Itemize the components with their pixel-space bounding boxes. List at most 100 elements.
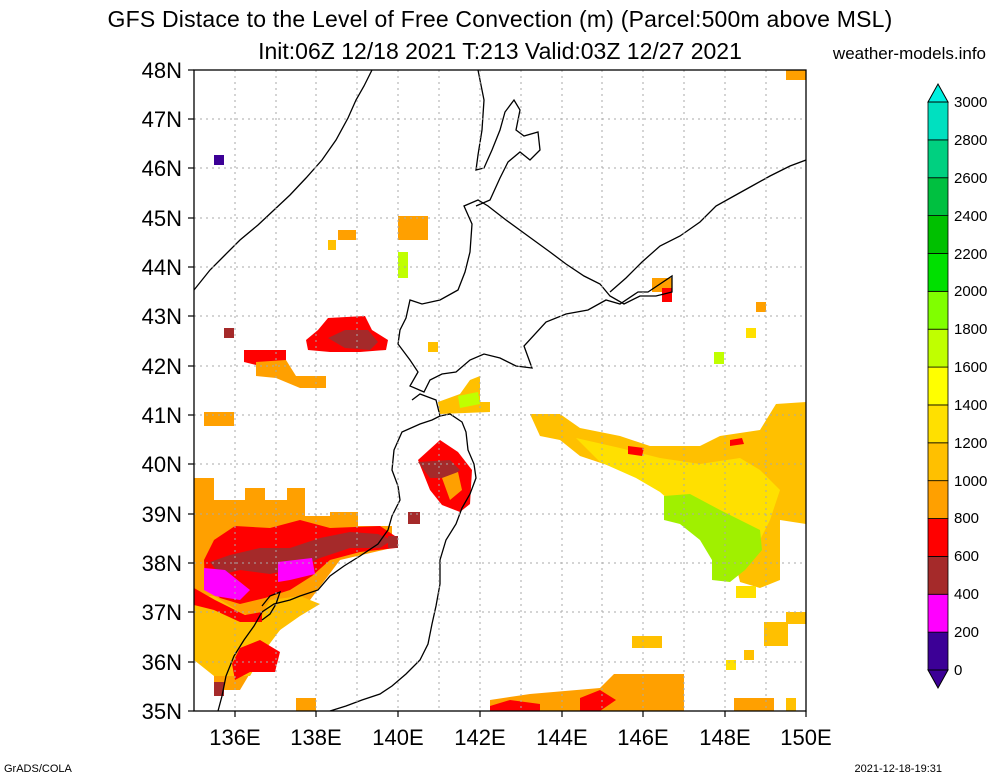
site-credit: weather-models.info (832, 44, 986, 63)
field-region-pacific-red (628, 446, 644, 456)
field-cell (764, 622, 788, 646)
chart-subtitle: Init:06Z 12/18 2021 T:213 Valid:03Z 12/2… (258, 38, 742, 64)
field-cell (388, 536, 398, 548)
software-credit: GrADS/COLA (4, 763, 72, 775)
field-cell (746, 328, 756, 338)
colorbar-label: 2800 (954, 132, 987, 149)
coastline-honshu (217, 393, 441, 711)
lon-label: 144E (536, 725, 587, 750)
field-cell (726, 660, 736, 670)
colorbar-label: 1400 (954, 397, 987, 414)
coastline-sakhalin (475, 70, 541, 207)
lat-label: 42N (142, 354, 182, 379)
colorbar-segment (927, 215, 949, 254)
field-cell (736, 586, 756, 598)
lat-label: 45N (142, 206, 182, 231)
colorbar-label: 200 (954, 624, 979, 641)
colorbar-segment (927, 253, 949, 292)
colorbar-segment (927, 366, 949, 406)
field-cell (398, 252, 408, 278)
field-region-pacific-red2 (730, 438, 744, 446)
field-cell (214, 682, 224, 696)
field-cell (734, 698, 774, 711)
colorbar: 0 200 400 600 800 1000 1200 1400 1600 18… (927, 82, 987, 690)
coastline-honshu-east (329, 413, 477, 711)
field-region-sw-brown (210, 532, 392, 575)
field-cell (408, 512, 420, 524)
field-cell (744, 650, 754, 660)
colorbar-label: 2000 (954, 283, 987, 300)
coastline-asia (194, 70, 373, 291)
colorbar-label: 1200 (954, 435, 987, 452)
colorbar-labels: 0 200 400 600 800 1000 1200 1400 1600 18… (954, 94, 987, 679)
chart-title: GFS Distace to the Level of Free Convect… (107, 6, 893, 32)
lat-label: 39N (142, 502, 182, 527)
coastline-noto (261, 590, 282, 621)
graticule (194, 70, 806, 711)
colorbar-segment (927, 290, 949, 330)
colorbar-bottom-arrow (927, 669, 949, 690)
colorbar-top-arrow (927, 82, 949, 103)
field-cell (632, 636, 662, 648)
colorbar-label: 1800 (954, 321, 987, 338)
lon-labels: 136E 138E 140E 142E 144E 146E 148E 150E (209, 725, 831, 750)
field-cell (398, 216, 428, 240)
field-region-south-red2 (580, 690, 616, 711)
field-cell (786, 612, 806, 624)
field-cell (224, 328, 234, 338)
lat-label: 36N (142, 650, 182, 675)
lon-label: 136E (209, 725, 260, 750)
lat-label: 47N (142, 107, 182, 132)
lat-labels: 35N 36N 37N 38N 39N 40N 41N 42N 43N 44N … (142, 58, 182, 724)
field-region-south-red (490, 700, 540, 711)
colorbar-label: 2400 (954, 208, 987, 225)
lat-label: 46N (142, 156, 182, 181)
field-cell (756, 302, 766, 312)
colorbar-segment (927, 556, 949, 595)
colorbar-segment (927, 518, 949, 557)
field-region-tohoku-orange (442, 472, 462, 500)
field-cell (714, 352, 724, 364)
field-region-nw-orange (256, 360, 326, 388)
lon-label: 138E (290, 725, 341, 750)
colorbar-segments (927, 101, 949, 671)
colorbar-label: 1600 (954, 359, 987, 376)
coastline-hokkaido (397, 199, 673, 393)
field-region-pacific-green (664, 494, 762, 582)
field-region-coast-red (194, 588, 262, 622)
colorbar-label: 400 (954, 586, 979, 603)
colorbar-segment (927, 328, 949, 368)
lat-label: 40N (142, 452, 182, 477)
generated-timestamp: 2021-12-18-19:31 (854, 763, 942, 775)
lat-label: 43N (142, 304, 182, 329)
lat-label: 38N (142, 551, 182, 576)
colorbar-segment (927, 404, 949, 444)
field-region-hokkaido-brown (328, 330, 378, 350)
field-cell (428, 342, 438, 352)
field-cell (338, 230, 356, 240)
lat-label: 44N (142, 255, 182, 280)
lat-label: 48N (142, 58, 182, 83)
coastline-kurils (609, 159, 806, 293)
colorbar-label: 0 (954, 662, 962, 679)
lat-label: 35N (142, 699, 182, 724)
field-cell (204, 412, 234, 426)
lat-label: 37N (142, 600, 182, 625)
lon-label: 146E (617, 725, 668, 750)
colorbar-segment (927, 593, 949, 633)
field-cell (662, 288, 672, 302)
colorbar-label: 2600 (954, 170, 987, 187)
field-region-sw-magenta (204, 568, 250, 600)
lon-label: 142E (454, 725, 505, 750)
field-region-coast-yellow (194, 596, 320, 676)
colorbar-segment (927, 101, 949, 141)
field-cell (328, 240, 336, 250)
field-region-sw-magenta2 (278, 558, 315, 582)
colorbar-label: 800 (954, 510, 979, 527)
field-cell (786, 70, 806, 80)
colorbar-label: 2200 (954, 246, 987, 263)
colorbar-segment (927, 177, 949, 217)
colorbar-segment (927, 480, 949, 519)
lon-label: 150E (780, 725, 831, 750)
